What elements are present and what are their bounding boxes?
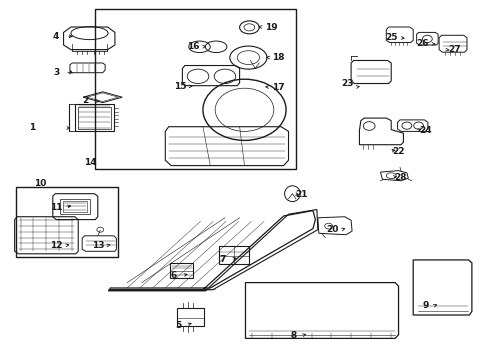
Text: 28: 28 bbox=[394, 173, 407, 182]
Text: 12: 12 bbox=[50, 241, 62, 250]
Text: 1: 1 bbox=[29, 123, 35, 132]
Text: 13: 13 bbox=[91, 241, 104, 250]
Text: 25: 25 bbox=[384, 33, 397, 42]
Text: 21: 21 bbox=[295, 190, 307, 199]
Text: 11: 11 bbox=[50, 202, 62, 212]
Bar bbox=[60, 199, 90, 214]
Text: 20: 20 bbox=[325, 225, 338, 234]
Text: 26: 26 bbox=[416, 40, 428, 49]
Text: 27: 27 bbox=[447, 45, 460, 54]
Bar bbox=[16, 187, 118, 257]
Text: 8: 8 bbox=[290, 331, 296, 340]
Text: 17: 17 bbox=[272, 83, 285, 92]
Text: 4: 4 bbox=[53, 32, 60, 41]
Text: 23: 23 bbox=[340, 79, 353, 88]
Bar bbox=[95, 9, 295, 169]
Text: 7: 7 bbox=[219, 255, 225, 264]
Text: 19: 19 bbox=[264, 23, 277, 32]
Text: 3: 3 bbox=[53, 68, 59, 77]
Text: 6: 6 bbox=[170, 271, 176, 280]
Text: 14: 14 bbox=[84, 158, 97, 167]
Text: 22: 22 bbox=[391, 147, 404, 156]
Text: 15: 15 bbox=[173, 82, 186, 91]
Text: 5: 5 bbox=[175, 321, 181, 330]
Text: 9: 9 bbox=[421, 302, 428, 310]
Bar bbox=[62, 201, 87, 212]
Text: 10: 10 bbox=[34, 179, 47, 188]
Text: 16: 16 bbox=[186, 42, 199, 51]
Text: 24: 24 bbox=[418, 126, 431, 135]
Text: 18: 18 bbox=[272, 53, 285, 62]
Text: 2: 2 bbox=[82, 96, 88, 105]
